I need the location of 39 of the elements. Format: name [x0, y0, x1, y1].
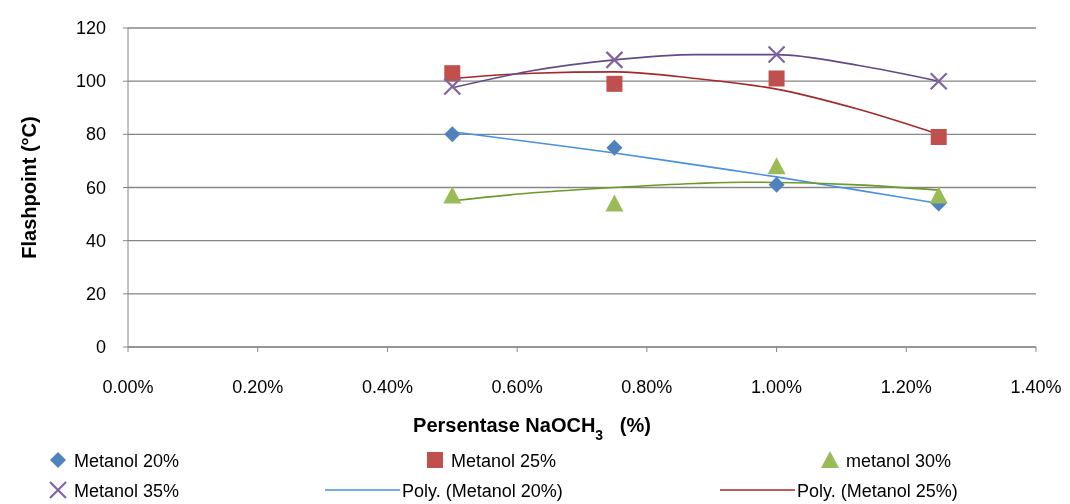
legend-label: Metanol 35% — [74, 481, 180, 501]
line-series — [451, 53, 940, 89]
x-axis-title: Persentase NaOCH$_{3}$ (%) — [413, 414, 651, 443]
point — [443, 77, 462, 96]
point — [444, 126, 461, 143]
y-tick-label: 80 — [85, 124, 106, 145]
y-tick-label: 100 — [75, 71, 106, 92]
y-axis-title: Flashpoint (°C) — [18, 116, 40, 259]
point — [767, 157, 786, 175]
point — [605, 50, 624, 69]
legend-label: Poly. (Metanol 25%) — [797, 481, 958, 501]
y-tick-label: 120 — [75, 18, 106, 38]
point — [606, 75, 623, 92]
y-tick-label: 0 — [95, 337, 106, 357]
x-tick-label: 0.60% — [491, 377, 543, 397]
point — [768, 176, 785, 193]
point — [929, 72, 948, 91]
point — [444, 65, 461, 82]
point — [443, 186, 462, 204]
legend-label: Metanol 25% — [451, 451, 557, 471]
legend-label: Poly. (Metanol 20%) — [402, 481, 563, 501]
point — [605, 194, 624, 212]
x-tick-label: 0.20% — [232, 377, 284, 397]
x-tick-label: 0.00% — [102, 377, 154, 397]
x-tick-label: 1.00% — [751, 377, 803, 397]
legend-label: Metanol 20% — [74, 451, 180, 471]
y-tick-label: 60 — [85, 177, 106, 198]
point — [929, 186, 948, 204]
legend-label: metanol 30% — [846, 451, 952, 471]
x-tick-label: 1.40% — [1010, 377, 1062, 397]
x-tick-label: 0.80% — [621, 377, 673, 397]
y-tick-label: 20 — [85, 283, 106, 304]
x-tick-label: 0.40% — [361, 377, 413, 397]
point — [768, 70, 785, 87]
y-tick-label: 40 — [85, 230, 106, 251]
x-tick-label: 1.20% — [880, 377, 932, 397]
point — [930, 128, 947, 145]
point — [767, 45, 786, 64]
point — [606, 139, 623, 156]
